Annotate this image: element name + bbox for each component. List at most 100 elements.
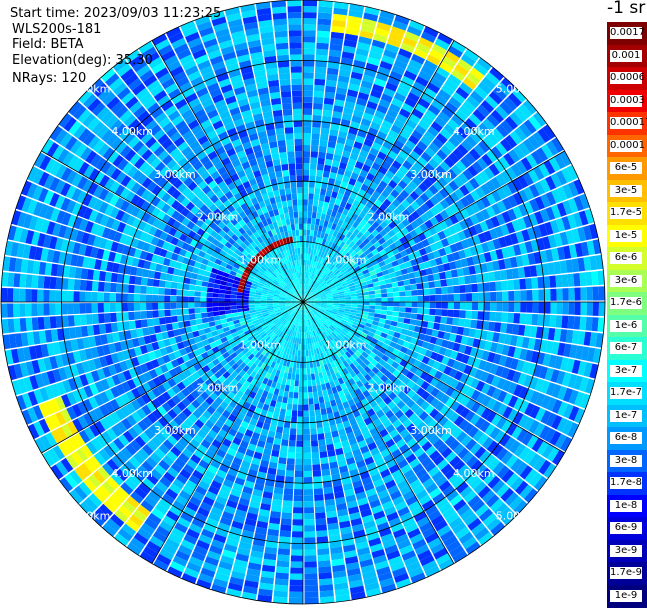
range-gate-cell (315, 67, 326, 74)
range-gate-cell (309, 236, 313, 242)
range-gate-cell (484, 292, 490, 301)
range-gate-cell (104, 282, 111, 292)
range-gate-cell (201, 313, 208, 319)
range-gate-cell (298, 350, 301, 356)
range-gate-cell (447, 286, 454, 294)
range-gate-cell (277, 469, 286, 476)
range-gate-cell (304, 483, 313, 489)
range-gate-cell (495, 281, 502, 291)
range-gate-cell (317, 31, 330, 38)
range-gate-cell (312, 127, 321, 134)
range-gate-cell (237, 299, 243, 302)
range-gate-cell (305, 344, 308, 350)
range-gate-cell (357, 299, 363, 302)
range-gate-cell (380, 284, 387, 289)
range-gate-cell (225, 298, 231, 302)
range-gate-cell (375, 306, 381, 310)
range-gate-cell (303, 133, 311, 139)
range-gate-cell (303, 386, 307, 392)
range-gate-cell (128, 285, 135, 294)
range-gate-cell (405, 291, 411, 297)
range-gate-cell (166, 324, 173, 331)
range-gate-cell (369, 298, 375, 302)
range-gate-cell (200, 303, 206, 308)
range-gate-cell (316, 43, 329, 50)
range-gate-cell (405, 307, 411, 312)
range-gate-cell (171, 316, 178, 323)
range-gate-cell (441, 287, 448, 294)
range-gate-cell (183, 284, 190, 290)
range-gate-cell (471, 311, 478, 320)
range-gate-cell (410, 319, 417, 325)
range-gate-cell (303, 42, 315, 48)
range-gate-cell (140, 311, 147, 319)
range-gate-cell (267, 298, 273, 300)
range-gate-cell (25, 289, 31, 302)
range-gate-cell (304, 405, 309, 411)
range-gate-cell (295, 459, 303, 465)
range-gate-cell (271, 450, 279, 457)
range-gate-cell (313, 97, 323, 104)
range-gate-cell (308, 392, 313, 398)
range-gate-cell (298, 405, 303, 411)
range-gate-cell (325, 92, 336, 99)
range-gate-cell (501, 312, 508, 322)
range-gate-cell (182, 290, 188, 296)
range-gate-cell (275, 579, 289, 586)
range-gate-cell (86, 314, 93, 325)
range-gate-cell (418, 296, 424, 302)
range-gate-cell (323, 110, 333, 117)
range-gate-cell (319, 195, 325, 202)
range-gate-cell (281, 439, 288, 446)
range-gate-cell (13, 304, 19, 318)
range-gate-cell (303, 0, 317, 6)
range-gate-cell (325, 432, 332, 439)
range-gate-cell (579, 272, 586, 286)
range-gate-cell (544, 302, 550, 314)
range-gate-cell (439, 272, 446, 280)
range-gate-cell (303, 24, 316, 30)
range-gate-cell (430, 295, 436, 301)
range-gate-cell (31, 303, 37, 316)
range-gate-cell (287, 458, 295, 465)
range-gate-cell (311, 440, 318, 447)
range-gate-cell (408, 325, 415, 332)
range-gate-cell (170, 309, 177, 316)
range-gate-cell (312, 386, 317, 393)
range-gate-cell (293, 501, 303, 507)
range-gate-cell (303, 368, 307, 374)
range-gate-cell (396, 275, 403, 281)
range-gate-cell (272, 499, 282, 506)
range-gate-cell (549, 315, 556, 327)
range-gate-cell (581, 287, 587, 300)
range-gate-cell (303, 48, 315, 54)
range-gate-cell (304, 435, 311, 441)
range-gate-cell (562, 288, 568, 301)
range-gate-cell (323, 104, 333, 111)
range-gate-cell (196, 280, 203, 286)
range-gate-cell (314, 224, 319, 231)
range-gate-cell (86, 280, 93, 291)
range-gate-cell (43, 290, 49, 302)
range-gate-cell (214, 284, 221, 289)
range-gate-cell (196, 319, 203, 325)
range-gate-cell (304, 519, 315, 525)
range-gate-cell (436, 295, 442, 302)
range-gate-cell (303, 193, 308, 199)
range-gate-cell (312, 380, 317, 386)
range-gate-cell (243, 305, 249, 308)
range-gate-cell (318, 13, 332, 20)
range-gate-cell (255, 302, 261, 304)
range-gate-cell (201, 287, 208, 292)
range-gate-cell (324, 395, 330, 402)
range-gate-cell (190, 279, 197, 285)
range-gate-cell (526, 302, 532, 313)
range-gate-cell (37, 303, 43, 316)
range-gate-cell (573, 273, 580, 286)
range-gate-cell (134, 285, 141, 293)
range-gate-cell (433, 323, 440, 330)
range-gate-cell (464, 319, 471, 328)
range-gate-cell (287, 404, 293, 411)
range-gate-cell (333, 300, 339, 302)
range-gate-cell (43, 303, 49, 315)
